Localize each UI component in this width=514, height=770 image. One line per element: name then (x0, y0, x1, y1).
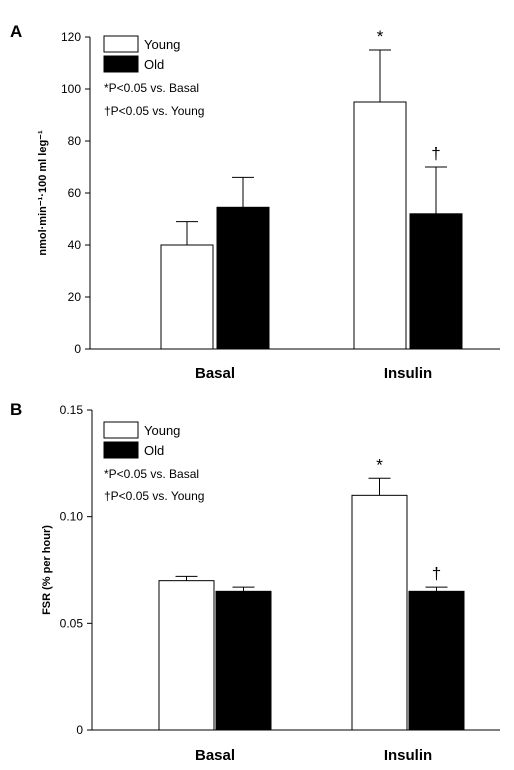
legend-label: Young (144, 37, 180, 52)
legend-note: *P<0.05 vs. Basal (104, 81, 199, 95)
significance-marker: * (377, 27, 384, 46)
x-category-label: Insulin (384, 747, 432, 764)
y-axis-label: nmol·min⁻¹·100 ml leg⁻¹ (37, 130, 49, 256)
y-tick-label: 100 (61, 82, 81, 96)
bar-old-basal (215, 590, 272, 731)
x-category-label: Insulin (384, 365, 432, 382)
y-tick-label: 80 (68, 134, 82, 148)
legend-note: †P<0.05 vs. Young (104, 104, 204, 118)
bar-young-basal (160, 244, 214, 350)
legend-label: Young (144, 423, 180, 438)
legend-swatch-old (103, 441, 139, 459)
significance-marker: † (431, 144, 440, 163)
bar-old-insulin (408, 590, 465, 731)
bar-old-basal (216, 206, 270, 350)
legend-label: Old (144, 57, 164, 72)
y-tick-label: 40 (68, 238, 82, 252)
bar-young-insulin (351, 494, 408, 731)
legend-swatch-young (103, 35, 139, 53)
significance-marker: † (432, 564, 441, 583)
panel-letter: B (10, 400, 22, 419)
y-axis-label: FSR (% per hour) (41, 525, 53, 615)
bar-young-basal (158, 580, 215, 731)
y-tick-label: 0.05 (60, 616, 84, 630)
y-tick-label: 0 (74, 342, 81, 356)
legend-label: Old (144, 443, 164, 458)
y-tick-label: 60 (68, 186, 82, 200)
y-tick-label: 20 (68, 290, 82, 304)
y-tick-label: 0 (76, 723, 83, 737)
legend-note: *P<0.05 vs. Basal (104, 467, 199, 481)
legend-swatch-young (103, 421, 139, 439)
y-tick-label: 0.10 (60, 510, 84, 524)
bar-old-insulin (409, 213, 463, 350)
bar-young-insulin (353, 101, 407, 350)
x-category-label: Basal (195, 747, 235, 764)
y-tick-label: 120 (61, 30, 81, 44)
panel-letter: A (10, 22, 22, 41)
legend-swatch-old (103, 55, 139, 73)
legend-note: †P<0.05 vs. Young (104, 489, 204, 503)
significance-marker: * (376, 455, 383, 474)
x-category-label: Basal (195, 365, 235, 382)
y-tick-label: 0.15 (60, 403, 84, 417)
